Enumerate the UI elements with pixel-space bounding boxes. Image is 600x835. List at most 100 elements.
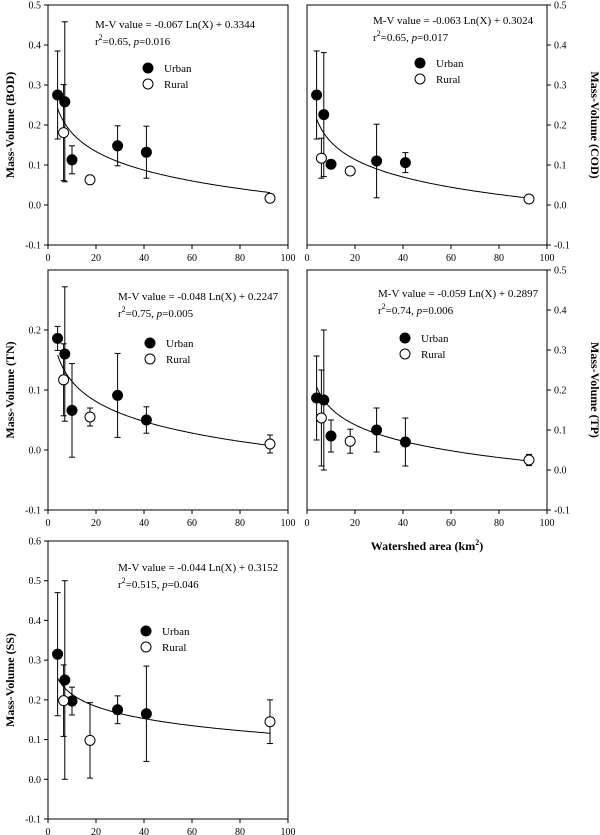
chart-4-x-tick-label: 60 <box>446 518 456 529</box>
chart-4-urban-point <box>399 436 411 448</box>
chart-1-legend-urban-marker <box>142 62 154 74</box>
chart-4-y-tick-label: 0.0 <box>554 466 567 477</box>
chart-4-x-tick-label: 80 <box>494 518 504 529</box>
chart-1-legend-urban-label: Urban <box>164 63 192 75</box>
chart-4: -0.1 0.0 0.1 0.2 0.3 0.4 0.5 0 20 40 60 80 100 Mass-V… <box>305 266 600 554</box>
chart-5-y-tick-label: 0.4 <box>29 616 42 627</box>
chart-2-y-tick-label: -0.1 <box>554 241 570 252</box>
chart-3-legend-rural-label: Rural <box>166 354 190 366</box>
chart-1-x-tick-label: 40 <box>139 253 149 264</box>
chart-2-urban-point <box>325 158 337 170</box>
chart-1-urban-point <box>112 140 124 152</box>
chart-2-legend-urban-label: Urban <box>436 58 464 70</box>
chart-5-equation: M-V value = -0.044 Ln(X) + 0.3152 <box>118 562 278 574</box>
chart-3-legend-urban-label: Urban <box>166 338 194 350</box>
chart-5-y-tick-label: 0.0 <box>29 775 42 786</box>
chart-1-urban-point <box>59 96 71 108</box>
chart-3-x-tick-label: 80 <box>235 518 245 529</box>
chart-4-y-tick-label: 0.1 <box>554 426 567 437</box>
chart-1-y-axis-title: Mass-Volume (BOD) <box>3 72 17 179</box>
chart-5-y-tick-label: 0.1 <box>29 735 42 746</box>
chart-3-fit-curve <box>57 354 271 447</box>
chart-2-rural-point <box>344 165 356 177</box>
chart-1-y-tick-label: 0.2 <box>29 121 42 132</box>
chart-3-y-tick-label: 0.2 <box>29 326 42 337</box>
chart-2-urban-point <box>371 155 383 167</box>
chart-1-x-tick-label: 20 <box>91 253 101 264</box>
chart-1-legend-rural-label: Rural <box>164 79 188 91</box>
chart-4-fit-curve <box>316 386 530 462</box>
chart-4-legend-rural-label: Rural <box>421 349 445 361</box>
chart-1-x-tick-label: 100 <box>281 253 296 264</box>
chart-1-urban-point <box>52 89 64 101</box>
chart-2-legend-rural-label: Rural <box>436 74 460 86</box>
chart-3-y-tick-label: 0.0 <box>29 446 42 457</box>
chart-5-legend-rural-label: Rural <box>162 642 186 654</box>
chart-2-urban-point <box>318 109 330 121</box>
chart-5-x-tick-label: 20 <box>91 827 101 835</box>
chart-3-equation: M-V value = -0.048 Ln(X) + 0.2247 <box>118 291 279 303</box>
chart-4-urban-point <box>325 430 337 442</box>
chart-3-urban-point <box>112 389 124 401</box>
chart-2-y-tick-label: 0.3 <box>554 81 567 92</box>
chart-1-y-tick-label: 0.0 <box>29 201 42 212</box>
chart-5-stats: r2=0.515, p=0.046 <box>118 576 199 591</box>
chart-4-y-axis-title: Mass-Volume (TP) <box>588 342 600 438</box>
chart-1-y-tick-label: 0.1 <box>29 161 42 172</box>
chart-2-rural-point <box>523 193 535 205</box>
chart-1-rural-point <box>84 174 96 186</box>
chart-2-stats: r2=0.65, p=0.017 <box>373 29 449 44</box>
chart-1-y-tick-label: 0.5 <box>29 1 42 12</box>
chart-2-y-tick-label: 0.5 <box>554 1 567 12</box>
chart-4-y-tick-label: -0.1 <box>554 506 570 517</box>
chart-3-y-tick-label: 0.1 <box>29 386 42 397</box>
chart-2-rural-point <box>315 152 327 164</box>
chart-3-rural-point <box>58 374 70 386</box>
chart-2: -0.1 0.0 0.1 0.2 0.3 0.4 0.5 0 20 40 60 80 100 Mass-V… <box>305 1 600 265</box>
chart-5-rural-point <box>264 716 276 728</box>
chart-3-y-tick-label: -0.1 <box>25 506 41 517</box>
chart-4-y-tick-label: 0.4 <box>554 306 567 317</box>
chart-1-rural-point <box>58 127 70 139</box>
chart-3-x-tick-label: 60 <box>187 518 197 529</box>
chart-5-plot-frame <box>47 540 289 820</box>
chart-2-fit-curve <box>316 118 530 199</box>
chart-4-equation: M-V value = -0.059 Ln(X) + 0.2897 <box>378 288 539 300</box>
chart-5-urban-point <box>52 648 64 660</box>
chart-5-x-tick-label: 0 <box>46 827 51 835</box>
chart-2-x-tick-label: 20 <box>350 253 360 264</box>
chart-1-y-tick-label: -0.1 <box>25 241 41 252</box>
chart-3: -0.1 0.0 0.1 0.2 0 20 40 60 80 100 Mass-Volume (TN… <box>3 269 296 529</box>
chart-4-legend-rural-marker <box>399 348 411 360</box>
chart-5-y-tick-label: 0.6 <box>29 537 42 548</box>
chart-2-x-tick-label: 80 <box>494 253 504 264</box>
chart-4-rural-point <box>523 454 535 466</box>
chart-5-y-tick-label: 0.2 <box>29 695 42 706</box>
chart-2-urban-point <box>399 157 411 169</box>
chart-3-stats: r2=0.75, p=0.005 <box>118 305 194 320</box>
chart-5-x-tick-label: 80 <box>235 827 245 835</box>
chart-3-x-tick-label: 20 <box>91 518 101 529</box>
chart-4-rural-point <box>315 412 327 424</box>
chart-5-y-tick-label: 0.3 <box>29 656 42 667</box>
chart-1-stats: r2=0.65, p=0.016 <box>95 33 171 48</box>
chart-5-legend-urban-label: Urban <box>162 626 190 638</box>
chart-2-y-tick-label: 0.1 <box>554 161 567 172</box>
chart-5-rural-point <box>84 734 96 746</box>
chart-4-legend-urban-label: Urban <box>421 333 449 345</box>
chart-3-urban-point <box>59 348 71 360</box>
chart-2-y-tick-label: 0.4 <box>554 41 567 52</box>
chart-4-stats: r2=0.74, p=0.006 <box>378 302 454 317</box>
chart-2-urban-point <box>311 89 323 101</box>
chart-1-y-tick-label: 0.4 <box>29 41 42 52</box>
chart-1-urban-point <box>140 146 152 158</box>
chart-3-legend-rural-marker <box>144 353 156 365</box>
chart-2-x-tick-label: 60 <box>446 253 456 264</box>
chart-3-rural-point <box>84 411 96 423</box>
chart-2-equation: M-V value = -0.063 Ln(X) + 0.3024 <box>373 15 534 27</box>
chart-3-x-tick-label: 100 <box>281 518 296 529</box>
chart-4-x-tick-label: 0 <box>305 518 310 529</box>
chart-3-rural-point <box>264 438 276 450</box>
chart-5-rural-point <box>58 695 70 707</box>
